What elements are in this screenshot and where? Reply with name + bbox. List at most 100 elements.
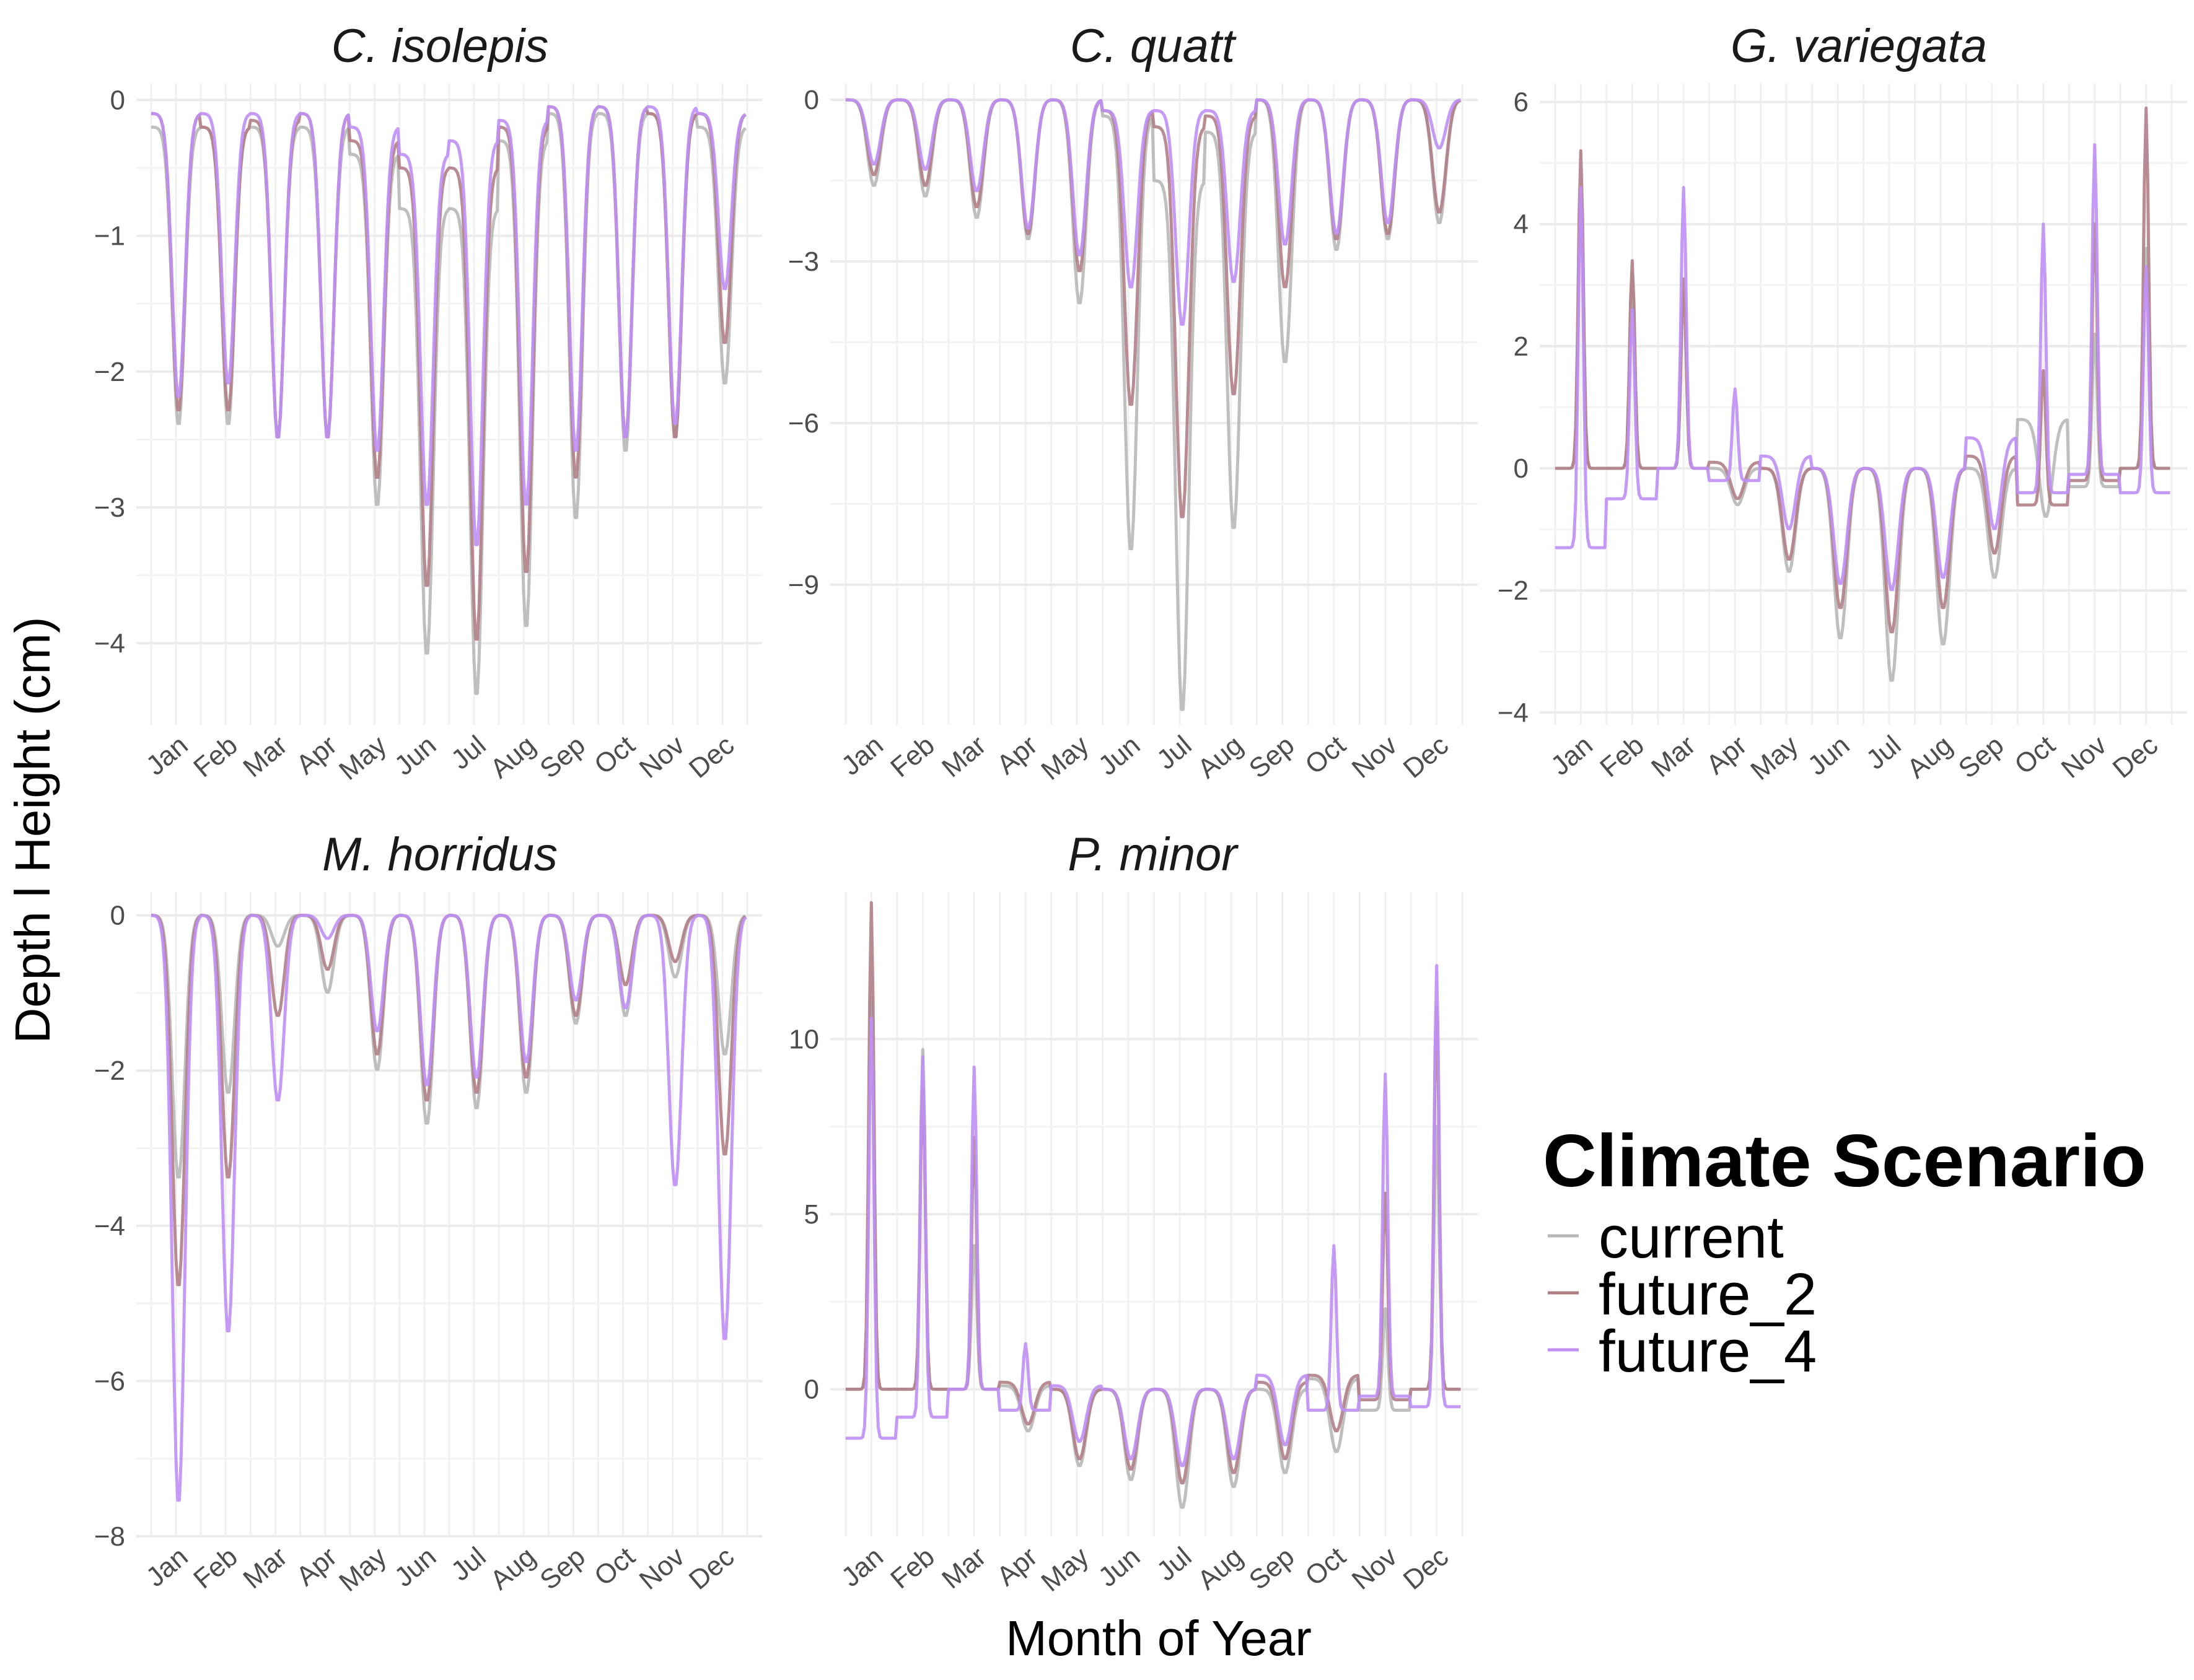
x-tick-label: Jul bbox=[445, 1541, 492, 1587]
y-tick-label: −4 bbox=[94, 628, 125, 658]
y-tick-label: −8 bbox=[94, 1521, 125, 1552]
x-tick-label: Jan bbox=[141, 1541, 194, 1593]
x-tick-label: Dec bbox=[683, 730, 740, 784]
x-tick-label: Mar bbox=[237, 730, 293, 783]
y-tick-label: 0 bbox=[110, 85, 125, 115]
x-tick-label: Jun bbox=[1093, 1541, 1146, 1593]
x-tick-label: Mar bbox=[936, 730, 992, 783]
x-tick-label: Aug bbox=[485, 1541, 541, 1596]
x-tick-label: Nov bbox=[634, 1541, 690, 1596]
x-tick-label: Dec bbox=[2107, 730, 2164, 784]
y-tick-label: 4 bbox=[1514, 209, 1529, 240]
series-line-future-4 bbox=[151, 105, 747, 546]
legend-label-current: current bbox=[1599, 1204, 1784, 1271]
y-tick-label: −4 bbox=[1498, 698, 1529, 728]
x-tick-label: May bbox=[1035, 730, 1094, 786]
panel-title: P. minor bbox=[1068, 828, 1239, 881]
x-tick-label: Oct bbox=[589, 730, 641, 781]
x-tick-label: Oct bbox=[2009, 730, 2061, 781]
x-tick-label: Dec bbox=[683, 1541, 740, 1596]
y-tick-label: 0 bbox=[110, 901, 125, 931]
legend: Climate Scenario current future_2 future… bbox=[1543, 1119, 2146, 1385]
panel-title: C. quatt bbox=[1070, 20, 1237, 72]
x-tick-label: Jul bbox=[1151, 1541, 1198, 1587]
x-tick-label: Nov bbox=[1346, 730, 1403, 784]
x-tick-label: Jan bbox=[141, 730, 194, 781]
x-tick-label: Feb bbox=[885, 730, 941, 783]
x-tick-label: Dec bbox=[1398, 1541, 1454, 1596]
y-tick-label: 10 bbox=[789, 1024, 819, 1054]
y-tick-label: −6 bbox=[788, 408, 819, 439]
x-tick-label: May bbox=[1035, 1541, 1094, 1598]
y-tick-label: −3 bbox=[788, 247, 819, 277]
x-tick-label: Aug bbox=[1192, 1541, 1248, 1596]
y-tick-label: −6 bbox=[94, 1366, 125, 1396]
x-tick-label: Jan bbox=[836, 1541, 889, 1593]
panel-title: M. horridus bbox=[322, 828, 558, 881]
x-tick-label: Mar bbox=[237, 1541, 293, 1595]
x-tick-label: Apr bbox=[1701, 730, 1753, 781]
y-tick-label: 0 bbox=[804, 1375, 819, 1405]
y-tick-label: 2 bbox=[1514, 331, 1529, 362]
x-tick-label: Sep bbox=[534, 1541, 590, 1596]
x-tick-label: Feb bbox=[1594, 730, 1650, 783]
x-tick-label: Sep bbox=[1244, 730, 1300, 784]
legend-label-future-2: future_2 bbox=[1599, 1261, 1817, 1328]
x-tick-label: Jan bbox=[836, 730, 889, 781]
x-tick-label: Jul bbox=[1151, 730, 1198, 776]
x-tick-label: Aug bbox=[1902, 730, 1958, 784]
x-tick-label: Aug bbox=[485, 730, 541, 784]
x-tick-label: May bbox=[333, 730, 392, 786]
y-tick-label: −9 bbox=[788, 570, 819, 600]
panel-title: G. variegata bbox=[1731, 20, 1987, 72]
series-line-future-4 bbox=[845, 964, 1461, 1468]
x-tick-label: Feb bbox=[188, 730, 244, 783]
x-tick-label: Mar bbox=[936, 1541, 992, 1595]
x-tick-label: Nov bbox=[634, 730, 690, 784]
legend-title: Climate Scenario bbox=[1543, 1119, 2146, 1202]
series-line-future-4 bbox=[151, 914, 747, 1502]
x-tick-label: Sep bbox=[1244, 1541, 1300, 1596]
x-tick-label: Jul bbox=[1861, 730, 1907, 776]
y-tick-label: −2 bbox=[1498, 575, 1529, 606]
y-tick-label: 6 bbox=[1514, 87, 1529, 118]
x-tick-label: Sep bbox=[534, 730, 590, 784]
y-tick-label: 0 bbox=[1514, 453, 1529, 484]
y-tick-label: 5 bbox=[804, 1199, 819, 1230]
x-tick-label: Nov bbox=[2056, 730, 2112, 784]
x-tick-label: Feb bbox=[885, 1541, 941, 1595]
x-tick-label: Apr bbox=[291, 730, 343, 781]
x-tick-label: Apr bbox=[991, 1541, 1043, 1592]
x-axis-title: Month of Year bbox=[1006, 1611, 1312, 1666]
x-tick-label: Feb bbox=[188, 1541, 244, 1595]
x-tick-label: Dec bbox=[1398, 730, 1454, 784]
x-tick-label: Jan bbox=[1545, 730, 1599, 781]
y-tick-label: −3 bbox=[94, 492, 125, 523]
y-tick-label: 0 bbox=[804, 85, 819, 115]
x-tick-label: Jul bbox=[445, 730, 492, 776]
x-tick-label: Jun bbox=[388, 730, 442, 781]
x-tick-label: Oct bbox=[1299, 730, 1351, 781]
x-tick-label: Nov bbox=[1346, 1541, 1403, 1596]
series-line-future-4 bbox=[1555, 143, 2170, 591]
x-tick-label: Apr bbox=[291, 1541, 343, 1592]
x-tick-label: May bbox=[1745, 730, 1804, 786]
x-tick-label: Oct bbox=[1299, 1541, 1351, 1592]
y-tick-label: −2 bbox=[94, 1056, 125, 1086]
x-tick-label: Sep bbox=[1953, 730, 2009, 784]
x-tick-label: Mar bbox=[1646, 730, 1701, 783]
x-tick-label: Aug bbox=[1192, 730, 1248, 784]
x-tick-label: Oct bbox=[589, 1541, 641, 1592]
y-tick-label: −2 bbox=[94, 357, 125, 387]
x-tick-label: Jun bbox=[1093, 730, 1146, 781]
y-axis-title: Depth l Height (cm) bbox=[5, 616, 60, 1043]
series-line-future-4 bbox=[845, 98, 1461, 326]
legend-label-future-4: future_4 bbox=[1599, 1318, 1817, 1385]
